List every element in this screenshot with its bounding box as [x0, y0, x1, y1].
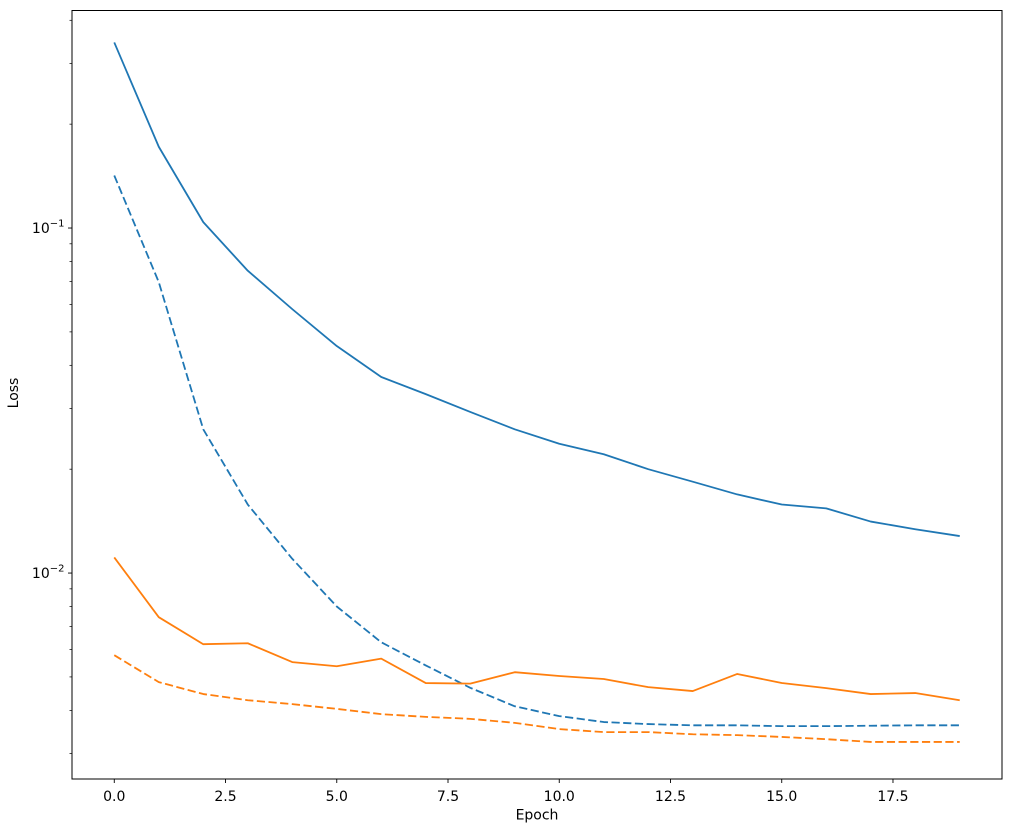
series-line-orange-solid — [113, 556, 960, 702]
series-line-blue-solid — [113, 42, 960, 537]
series-line-orange-dashed — [113, 654, 960, 743]
axes-spines — [71, 10, 1003, 780]
series-line-blue-dashed — [113, 175, 960, 728]
x-tick-label: 7.5 — [437, 789, 459, 805]
x-tick-label: 17.5 — [877, 789, 908, 805]
x-tick-label: 2.5 — [214, 789, 236, 805]
plot-area — [72, 10, 1002, 779]
y-tick-label: 10−1 — [32, 219, 65, 238]
x-axis-label: Epoch — [516, 808, 559, 824]
x-tick-label: 15.0 — [766, 789, 797, 805]
x-tick-label: 10.0 — [544, 789, 575, 805]
x-tick-label: 0.0 — [103, 789, 125, 805]
y-tick-label: 10−2 — [32, 564, 65, 583]
x-tick-label: 12.5 — [655, 789, 686, 805]
x-tick-label: 5.0 — [326, 789, 348, 805]
y-axis-label: Loss — [6, 378, 22, 409]
series-lines — [113, 42, 960, 743]
x-major-ticks: 0.0 2.5 5.0 7.5 10.0 12.5 15.0 17.5 — [103, 779, 909, 805]
y-major-ticks: 10−1 10−2 — [32, 219, 72, 583]
